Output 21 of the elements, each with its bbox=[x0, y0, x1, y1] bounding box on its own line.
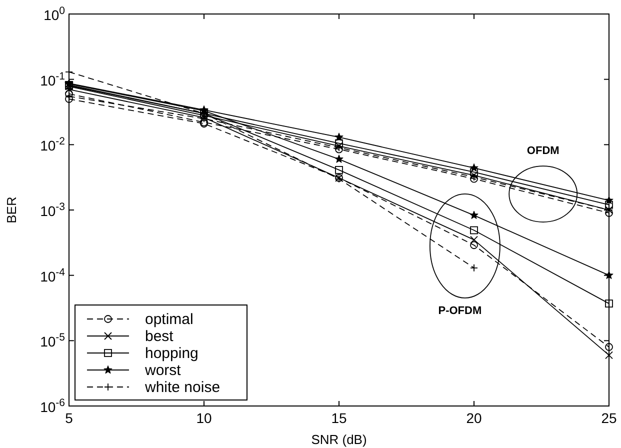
y-tick-label: 10$^{-4}$ bbox=[40, 266, 66, 284]
legend-label: optimal bbox=[145, 311, 194, 328]
legend-label: worst bbox=[144, 362, 182, 379]
legend-label: white noise bbox=[144, 379, 220, 396]
y-tick-label: 10$^{-5}$ bbox=[40, 332, 66, 350]
y-tick-label: 10$^{-6}$ bbox=[40, 397, 66, 415]
legend-label: best bbox=[145, 328, 174, 345]
annotation: OFDM bbox=[526, 145, 560, 158]
x-tick-label: 25 bbox=[601, 410, 617, 426]
x-tick-label: 10 bbox=[196, 410, 212, 426]
x-axis-title: SNR (dB) bbox=[311, 432, 367, 447]
y-tick-label: 10$^{-2}$ bbox=[40, 136, 66, 154]
x-tick-label: 15 bbox=[331, 410, 347, 426]
y-tick-label: 10$^{0}$ bbox=[44, 5, 66, 23]
annotation: P-OFDM bbox=[438, 304, 482, 317]
x-tick-label: 20 bbox=[466, 410, 482, 426]
x-tick-label: 5 bbox=[65, 410, 74, 426]
y-axis-title: BER bbox=[4, 196, 19, 224]
legend-label: hopping bbox=[145, 345, 198, 362]
y-tick-label: 10$^{-1}$ bbox=[40, 70, 66, 88]
y-tick-label: 10$^{-3}$ bbox=[40, 201, 66, 219]
